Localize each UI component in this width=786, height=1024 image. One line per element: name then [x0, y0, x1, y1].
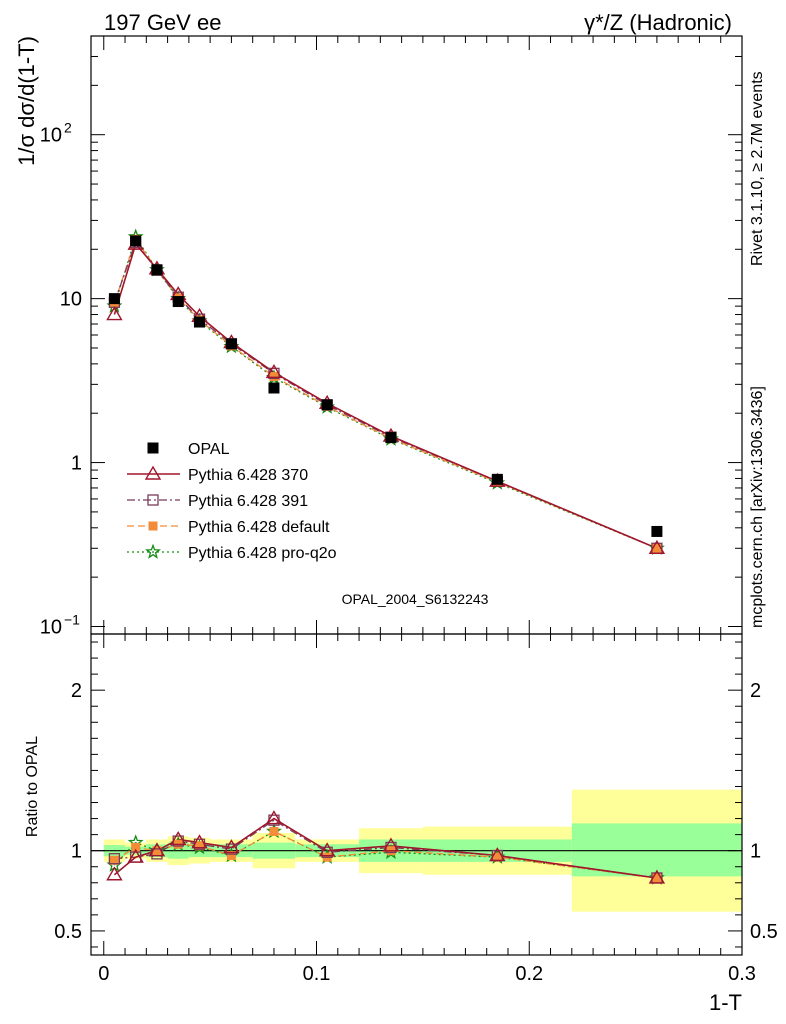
main-point-opal-5 [225, 338, 237, 350]
x-tick-label-1: 0.1 [303, 963, 331, 985]
main-point-pythia-6-428-370-6 [265, 363, 283, 379]
ratio-point-pythia-6-428-370-3 [170, 831, 187, 846]
legend-label-pythia-6-428-default: Pythia 6.428 default [188, 519, 330, 536]
legend-marker-pythia-6-428-pro-q2o [145, 543, 161, 559]
main-point-pythia-6-428-default-6 [269, 371, 279, 381]
main-point-opal-7 [321, 399, 333, 411]
legend-marker-pythia-6-428-default [148, 521, 158, 531]
ratio-axes: 0.5 0.5 1 1 2 2 0 0.1 0.2 0.3 [54, 633, 778, 985]
legend-label-pythia-6-428-pro-q2o: Pythia 6.428 pro-q2o [188, 545, 337, 562]
ratio-point-pythia-6-428-default-4 [195, 841, 204, 851]
legend-marker-pythia-6-428-391 [147, 494, 159, 506]
ratio-point-pythia-6-428-default-10 [652, 873, 662, 883]
header-left-title: 197 GeV ee [104, 10, 221, 35]
ratio-point-pythia-6-428-370-2 [148, 842, 166, 857]
ratio-point-pythia-6-428-370-5 [223, 839, 240, 854]
rivet-version-text: Rivet 3.1.10, ≥ 2.7M events [749, 71, 766, 266]
ratio-point-pythia-6-428-default-2 [152, 846, 162, 856]
ratio-point-pythia-6-428-370-9 [489, 847, 506, 862]
main-y-tick-exponent-0: −1 [64, 611, 80, 627]
ratio-point-pythia-6-428-370-4 [191, 834, 208, 849]
x-tick-label-2: 0.2 [515, 963, 543, 985]
ratio-point-pythia-6-428-391-0 [108, 853, 121, 865]
ratio-point-pythia-6-428-370-7 [318, 842, 336, 857]
main-point-pythia-6-428-370-10 [648, 539, 666, 554]
legend-label-opal: OPAL [188, 441, 230, 458]
x-tick-label-0: 0 [98, 963, 109, 985]
main-point-opal-4 [194, 316, 205, 328]
ratio-point-pythia-6-428-default-6 [269, 826, 279, 836]
main-point-opal-1 [130, 235, 142, 247]
ratio-y-axis-label: Ratio to OPAL [24, 736, 41, 837]
main-y-tick-label-0: 10 [40, 616, 62, 638]
legend-marker-pythia-6-428-370 [144, 465, 162, 480]
ratio-point-pythia-6-428-default-0 [109, 855, 119, 865]
ratio-point-pythia-6-428-370-1 [127, 848, 144, 863]
main-point-pythia-6-428-370-0 [106, 306, 123, 321]
main-y-tick-label-3: 10 [40, 125, 62, 147]
ratio-point-pythia-6-428-default-5 [226, 850, 236, 860]
ratio-y-tick-label-right-1: 1 [750, 841, 761, 863]
ratio-point-pythia-6-428-370-0 [106, 866, 123, 881]
main-y-axis-label: 1/σ dσ/d(1-T) [14, 36, 39, 166]
legend: OPAL Pythia 6.428 370 Pythia 6.428 391 Pyth… [127, 441, 337, 562]
main-series-layer [106, 228, 666, 555]
ratio-y-tick-label-2: 2 [71, 680, 82, 702]
main-point-opal-10 [651, 525, 663, 537]
analysis-id-watermark: OPAL_2004_S6132243 [342, 591, 489, 607]
x-tick-label-3: 0.3 [728, 963, 756, 985]
x-axis-label: 1-T [709, 990, 742, 1015]
ratio-point-pythia-6-428-370-8 [382, 837, 400, 852]
ratio-point-pythia-6-428-391-2 [151, 848, 163, 860]
ratio-y-tick-label-right-2: 2 [750, 680, 761, 702]
main-point-opal-3 [172, 296, 184, 308]
main-point-opal-6 [268, 382, 280, 394]
ratio-stat-band-10 [571, 823, 742, 877]
ratio-point-pythia-6-428-370-10 [648, 869, 666, 884]
ratio-y-tick-label-0: 0.5 [54, 921, 82, 943]
main-y-tick-exponent-3: 2 [64, 120, 72, 136]
ratio-point-pythia-6-428-default-9 [492, 852, 502, 862]
main-point-opal-8 [385, 432, 397, 444]
main-y-tick-label-2: 10 [60, 289, 82, 311]
ratio-series-layer [106, 810, 666, 885]
main-point-opal-0 [108, 293, 120, 305]
header-right-title: γ*/Z (Hadronic) [584, 10, 732, 35]
ratio-y-tick-label-1: 1 [71, 841, 82, 863]
main-point-pythia-6-428-default-10 [652, 543, 662, 553]
main-point-opal-9 [491, 473, 503, 485]
ratio-frame [90, 633, 743, 956]
legend-marker-opal [147, 442, 159, 454]
main-y-tick-label-1: 1 [71, 453, 82, 475]
legend-label-pythia-6-428-391: Pythia 6.428 391 [188, 493, 308, 510]
mcplots-reference-text: mcplots.cern.ch [arXiv:1306.3436] [749, 386, 766, 628]
main-point-opal-2 [151, 264, 163, 276]
ratio-y-tick-label-right-0: 0.5 [750, 921, 778, 943]
legend-label-pythia-6-428-370: Pythia 6.428 370 [188, 467, 308, 484]
ratio-point-pythia-6-428-370-6 [265, 810, 283, 825]
ratio-point-pythia-6-428-default-1 [131, 842, 141, 852]
